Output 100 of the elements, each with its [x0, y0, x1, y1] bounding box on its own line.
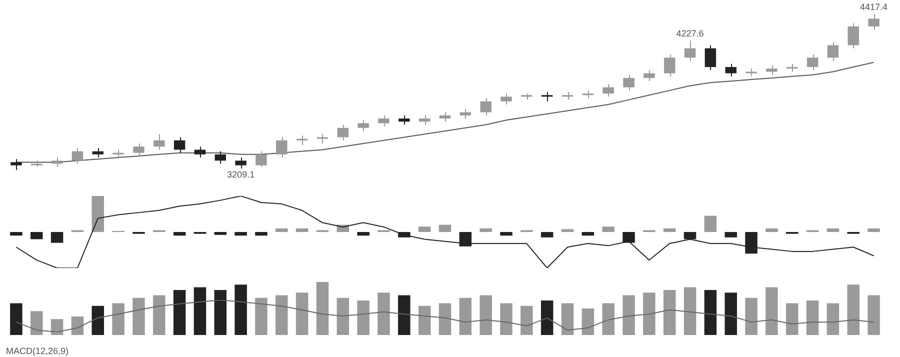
bar	[704, 216, 717, 232]
bar	[868, 228, 880, 232]
bar	[500, 232, 512, 236]
candlestick	[154, 134, 165, 150]
bar	[480, 228, 492, 232]
bar	[357, 300, 370, 335]
bar	[438, 303, 452, 335]
candlestick	[51, 157, 63, 168]
bar	[10, 303, 22, 335]
bar	[500, 303, 512, 335]
bar	[30, 232, 43, 240]
bar	[520, 306, 533, 335]
candlestick	[664, 54, 676, 77]
bar	[561, 303, 574, 335]
bar	[214, 290, 227, 335]
bar	[255, 232, 268, 236]
bar	[826, 303, 840, 335]
bar	[336, 298, 350, 335]
annotation: 3209.1	[227, 169, 255, 180]
bar	[316, 282, 329, 335]
candlestick	[480, 98, 492, 116]
candlestick	[602, 84, 614, 98]
candlestick	[256, 150, 267, 168]
candlestick	[276, 136, 288, 158]
bar	[418, 306, 431, 335]
bar	[745, 298, 758, 335]
bar	[704, 290, 717, 335]
bar	[540, 300, 554, 335]
bar	[296, 228, 308, 232]
bar	[786, 303, 798, 335]
bar	[418, 226, 431, 232]
bar	[255, 298, 268, 335]
candlestick	[358, 120, 369, 132]
bar	[684, 232, 696, 240]
bar	[50, 319, 64, 335]
bar	[214, 232, 227, 235]
candlestick	[194, 146, 206, 158]
bar	[173, 290, 186, 335]
bar	[378, 292, 390, 335]
bar	[459, 298, 472, 335]
bar	[132, 298, 145, 335]
bar	[173, 232, 186, 236]
candlestick	[112, 149, 124, 158]
bar	[724, 292, 737, 335]
bar	[806, 300, 819, 335]
bar	[602, 303, 614, 335]
bar	[153, 295, 166, 335]
bar	[622, 295, 635, 335]
bar	[826, 228, 840, 232]
bar	[398, 295, 410, 335]
annotation: 4227.6	[676, 28, 704, 39]
bar	[234, 232, 247, 236]
candlestick	[133, 142, 144, 156]
bar	[582, 232, 594, 236]
bar	[868, 295, 880, 335]
bar	[766, 228, 778, 232]
bar	[71, 316, 84, 335]
annotation: 4417.4	[860, 2, 888, 12]
bar	[276, 228, 288, 232]
candlestick	[235, 157, 246, 169]
candlestick	[623, 74, 634, 91]
text: MACD(12,26,9)	[6, 346, 69, 356]
bar	[92, 196, 104, 232]
bar	[561, 229, 574, 232]
bar	[643, 292, 656, 335]
candlestick	[746, 68, 757, 77]
bar	[194, 287, 206, 335]
candlestick	[644, 70, 655, 82]
bar	[92, 306, 104, 335]
bar	[357, 232, 370, 236]
bar	[480, 295, 492, 335]
bar	[112, 303, 124, 335]
candlestick	[10, 158, 22, 170]
candlestick	[868, 14, 880, 30]
bar	[684, 287, 696, 335]
candlestick	[725, 63, 736, 77]
bar	[724, 232, 737, 238]
candlestick	[806, 54, 818, 71]
candlestick	[398, 114, 410, 126]
candlestick	[521, 93, 532, 100]
bar	[602, 226, 614, 232]
candlestick	[316, 134, 328, 144]
bar	[847, 284, 860, 335]
candlestick	[378, 114, 390, 127]
bar	[582, 308, 594, 335]
bar	[766, 287, 778, 335]
bar	[296, 292, 308, 335]
bar	[234, 284, 247, 335]
bar	[10, 232, 22, 236]
bar	[663, 228, 676, 232]
bar	[30, 311, 43, 335]
bar	[438, 224, 452, 232]
bar	[540, 232, 554, 238]
bar	[459, 232, 472, 246]
candlestick	[500, 93, 512, 105]
bar	[663, 290, 676, 335]
bar	[276, 295, 288, 335]
candlestick	[766, 64, 778, 76]
bar	[50, 232, 64, 243]
bar	[745, 232, 758, 254]
